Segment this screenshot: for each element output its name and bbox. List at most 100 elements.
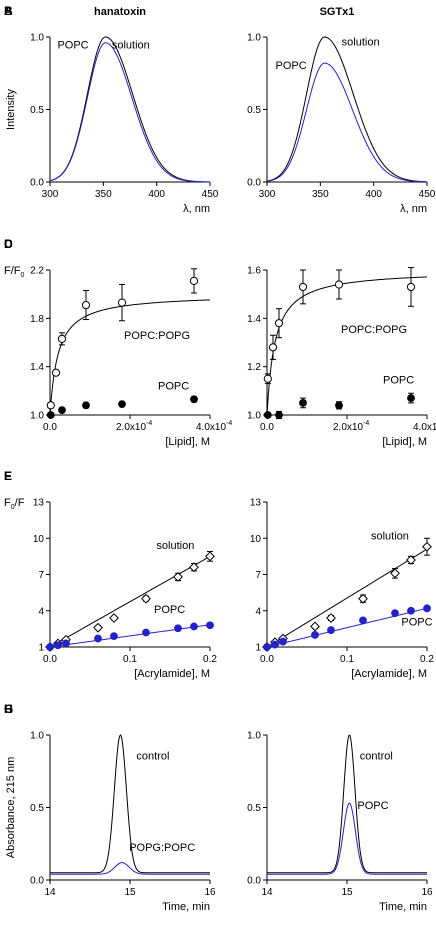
y-tick-label: 0.0 [247, 178, 261, 189]
panel-d: D 0.0 2.0x10-4 4.0x10-4 1.0 1.2 1.4 1.6 [Lipid],… [4, 237, 436, 448]
chart-title: SGTx1 [320, 6, 355, 18]
x-axis-label: λ, nm [183, 203, 210, 215]
y-tick-label: 0.0 [247, 876, 261, 887]
x-tick-label: 300 [259, 189, 276, 200]
data-point [189, 276, 199, 285]
data-point [326, 613, 336, 623]
data-point [359, 616, 367, 625]
fit-line [266, 607, 428, 648]
x-tick-label: 14 [261, 887, 273, 898]
data-point [268, 343, 278, 352]
data-point [311, 631, 319, 639]
y-axis-label-part: F/F [4, 265, 21, 277]
data-point [310, 621, 320, 632]
x-axis-label: [Acrylamide], M [134, 668, 210, 680]
series-line [266, 36, 428, 183]
y-axis-label: F/F0 [4, 265, 25, 279]
annotation-control: control [360, 751, 393, 763]
y-tick-label: 1.0 [247, 731, 261, 742]
series-solution [266, 36, 428, 183]
y-axis-label-part: F [4, 497, 11, 509]
x-axis-label: Time, min [379, 901, 427, 913]
series-popc [46, 621, 214, 651]
data-point [46, 401, 55, 410]
data-point [390, 568, 400, 579]
data-point [407, 394, 415, 402]
x-tick-label: 16 [421, 887, 433, 898]
data-point [358, 593, 368, 604]
annotation-solution: solution [371, 530, 409, 542]
data-point [406, 282, 416, 292]
series-line [50, 734, 210, 874]
y-tick-label: 1.0 [30, 33, 44, 44]
y-tick-label: 0.5 [30, 803, 44, 814]
data-point [271, 640, 279, 649]
y-tick-label: 13 [250, 498, 262, 509]
panel-b: B SGTx1 300 350 400 450 0.0 0.5 1.0 λ, nm solution… [4, 4, 436, 215]
data-point [335, 401, 343, 410]
data-point [118, 400, 126, 409]
series-popc [263, 392, 415, 420]
x-tick-label: 300 [42, 189, 59, 200]
x-tick-label: 0.1 [123, 654, 137, 665]
data-point [46, 643, 54, 651]
annotation-solution: solution [156, 540, 194, 552]
panel-label: G [4, 702, 13, 716]
panel-label: H [4, 702, 13, 716]
x-tick-label: 400 [148, 189, 165, 200]
x-tick-label: 16 [204, 887, 216, 898]
y-axis-label: F0/F [4, 497, 25, 511]
data-point [173, 572, 183, 582]
y-tick-label: 0.5 [30, 105, 44, 116]
x-axis-label: [Lipid], M [165, 436, 210, 448]
y-tick-label: 7 [255, 570, 261, 581]
x-tick-exponent: -4 [146, 420, 152, 427]
data-point [174, 624, 182, 633]
series-popc-popg [263, 267, 428, 416]
fit-line [266, 276, 428, 416]
data-point [298, 282, 308, 292]
data-point [206, 621, 214, 630]
annotation-control: control [136, 751, 169, 763]
y-axis-label: Intensity [5, 89, 17, 130]
x-tick-label: 0.2 [203, 654, 217, 665]
x-tick-label: 2.0x10-4 [116, 420, 152, 433]
x-tick-label: 350 [95, 189, 112, 200]
x-tick-label: 450 [419, 189, 436, 200]
data-point [422, 541, 432, 552]
x-tick-label: 0.1 [340, 654, 354, 665]
annotation-solution: solution [112, 40, 150, 52]
y-tick-label: 1 [38, 643, 44, 654]
data-point [205, 551, 215, 562]
y-axis-label-part: 0 [11, 504, 15, 511]
fit-line [49, 299, 211, 416]
panel-label: D [4, 237, 13, 251]
series-popc [263, 604, 431, 651]
y-tick-label: 1.0 [30, 411, 44, 422]
annotation-popc-popg: POPC:POPG [124, 330, 190, 342]
data-point [58, 406, 66, 415]
annotation-popc: POPC [57, 40, 88, 52]
data-point [327, 626, 335, 634]
data-point [141, 593, 151, 604]
series-control [267, 734, 427, 874]
y-axis-label-part: 0 [21, 272, 25, 279]
data-point [142, 628, 150, 637]
y-axis-label: Absorbance, 215 nm [5, 757, 17, 859]
annotation-popc: POPC [383, 375, 414, 387]
data-point [279, 637, 287, 646]
y-tick-label: 1.8 [30, 314, 44, 325]
y-tick-label: 2.2 [30, 266, 44, 277]
data-point [334, 280, 344, 289]
series-solution [49, 36, 211, 183]
annotation-popc: POPC [154, 604, 185, 616]
x-tick-exponent: -4 [363, 420, 369, 427]
x-tick-label: 4.0x10-4 [413, 420, 436, 433]
series-line [50, 862, 210, 875]
series-line [266, 62, 428, 183]
x-tick-label: 4.0x10-4 [196, 420, 232, 433]
data-point [274, 319, 284, 328]
y-tick-label: 1.0 [30, 731, 44, 742]
x-tick-label: 0.0 [43, 654, 57, 665]
